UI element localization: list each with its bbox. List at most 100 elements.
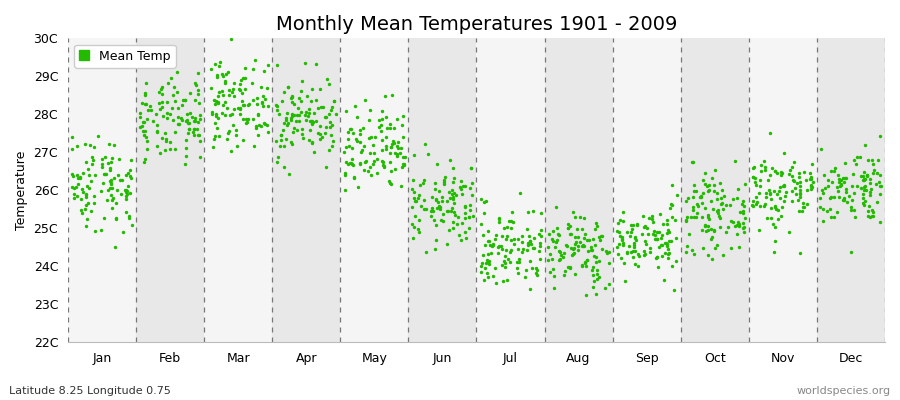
Point (102, 140, 116, 147)
Point (815, 206, 830, 212)
Point (710, 196, 724, 202)
Point (830, 184, 844, 190)
Point (364, 134, 379, 140)
Point (568, 234, 582, 240)
Point (76, 170, 90, 177)
Point (294, 78, 309, 84)
Point (760, 215, 775, 222)
Point (226, 86, 240, 92)
Point (230, 142, 244, 149)
Point (67, 194, 81, 201)
Point (737, 203, 751, 209)
Point (585, 284, 599, 290)
Bar (272, 38, 340, 342)
Point (504, 247, 518, 254)
Point (527, 245, 542, 252)
Point (634, 231, 649, 237)
Point (491, 216, 506, 222)
Point (776, 183, 790, 190)
Point (609, 228, 624, 235)
Point (428, 196, 443, 202)
Point (629, 237, 643, 244)
Point (705, 234, 719, 240)
Point (698, 222, 713, 228)
Point (483, 250, 498, 257)
Point (431, 198, 446, 205)
Point (491, 215, 506, 222)
Point (73, 175, 87, 181)
Point (227, 106, 241, 112)
Point (630, 263, 644, 270)
Point (439, 198, 454, 204)
Point (83, 142, 97, 148)
Point (454, 191, 469, 198)
Point (446, 189, 461, 196)
Point (277, 143, 292, 149)
Point (247, 143, 261, 149)
Point (234, 97, 248, 104)
Point (701, 252, 716, 258)
Point (86, 143, 101, 150)
Point (816, 190, 831, 196)
Point (846, 171, 860, 178)
Point (446, 224, 460, 231)
Point (707, 188, 722, 194)
Point (78, 141, 93, 147)
Point (679, 216, 693, 223)
Point (251, 110, 266, 117)
Point (650, 254, 664, 260)
Point (668, 217, 682, 223)
Point (706, 175, 720, 181)
Bar (613, 38, 680, 342)
Point (133, 110, 148, 117)
Point (190, 125, 204, 132)
Point (363, 164, 377, 170)
Point (65, 134, 79, 140)
Point (666, 286, 680, 293)
Point (318, 114, 332, 120)
Point (648, 232, 662, 238)
Point (503, 218, 517, 224)
Point (864, 156, 878, 163)
Point (827, 194, 842, 200)
Point (323, 119, 338, 126)
Point (833, 182, 848, 189)
Point (758, 167, 772, 174)
Point (139, 100, 153, 107)
Point (216, 92, 230, 98)
Point (319, 114, 333, 121)
Point (586, 236, 600, 242)
Point (832, 176, 846, 183)
Point (559, 242, 573, 248)
Point (211, 114, 225, 121)
Point (860, 171, 874, 178)
Point (626, 221, 641, 228)
Point (364, 172, 378, 178)
Point (615, 234, 629, 240)
Point (702, 182, 716, 188)
Point (865, 207, 879, 213)
Point (598, 247, 613, 254)
Point (316, 104, 330, 110)
Point (192, 132, 206, 138)
Point (104, 159, 118, 166)
Point (448, 192, 463, 198)
Point (388, 150, 402, 156)
Point (324, 104, 338, 110)
Point (96, 171, 111, 178)
Point (601, 248, 616, 255)
Point (119, 209, 133, 216)
Point (155, 104, 169, 110)
Point (627, 243, 642, 250)
Point (98, 170, 112, 177)
Point (577, 235, 591, 241)
Point (321, 111, 336, 118)
Point (821, 183, 835, 190)
Point (70, 181, 85, 188)
Point (662, 250, 676, 256)
Point (649, 255, 663, 261)
Point (65, 170, 79, 177)
Point (426, 208, 440, 214)
Point (292, 118, 306, 125)
Point (827, 165, 842, 172)
